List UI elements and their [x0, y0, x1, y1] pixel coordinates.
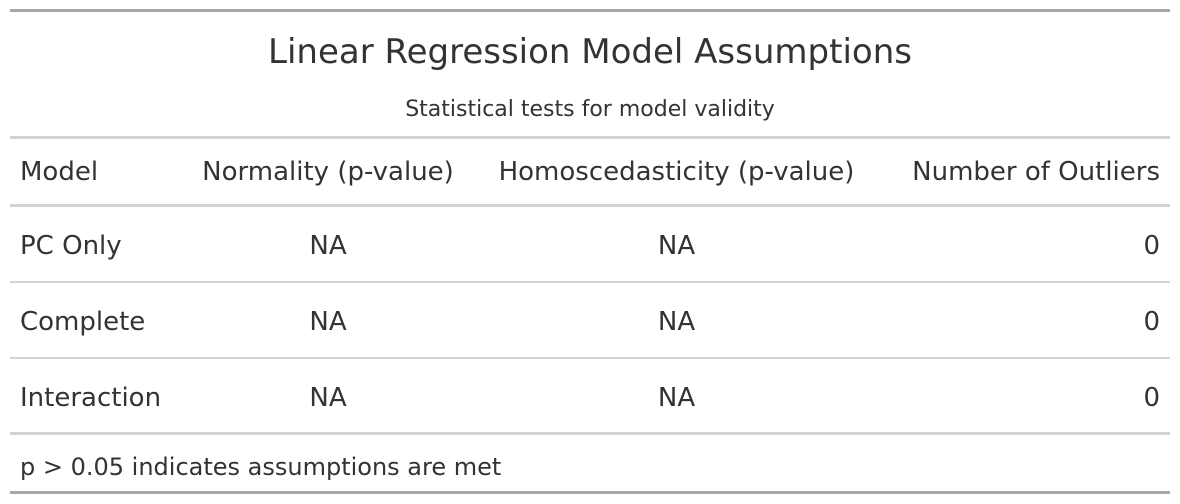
cell-model: PC Only	[20, 231, 122, 261]
row-divider	[10, 281, 1170, 283]
column-header-model: Model	[20, 157, 99, 187]
cell-outliers: 0	[1143, 231, 1160, 261]
table-body-bottom-rule	[10, 432, 1170, 435]
cell-outliers: 0	[1143, 307, 1160, 337]
table-title: Linear Regression Model Assumptions	[268, 32, 912, 72]
cell-homoscedasticity: NA	[657, 231, 696, 261]
cell-model: Interaction	[20, 383, 162, 413]
column-header-normality: Normality (p-value)	[202, 157, 454, 187]
cell-normality: NA	[309, 383, 347, 413]
column-header-homoscedasticity: Homoscedasticity (p-value)	[498, 157, 855, 187]
table-footnote: p > 0.05 indicates assumptions are met	[20, 453, 502, 481]
cell-model: Complete	[20, 307, 146, 337]
cell-homoscedasticity: NA	[657, 383, 696, 413]
table-subtitle: Statistical tests for model validity	[405, 97, 775, 122]
assumptions-table: Linear Regression Model Assumptions Stat…	[10, 9, 1170, 494]
cell-homoscedasticity: NA	[657, 307, 696, 337]
cell-normality: NA	[309, 231, 347, 261]
column-header-outliers: Number of Outliers	[912, 157, 1160, 187]
header-top-rule	[10, 136, 1170, 139]
cell-outliers: 0	[1143, 383, 1160, 413]
header-bottom-rule	[10, 204, 1170, 207]
cell-normality: NA	[309, 307, 347, 337]
row-divider	[10, 357, 1170, 359]
